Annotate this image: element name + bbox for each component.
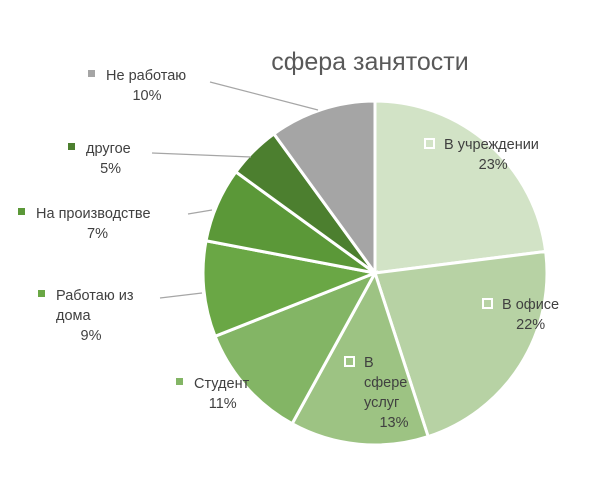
data-label-value: 7% [87, 226, 108, 242]
legend-marker-5 [38, 290, 45, 297]
chart-title: сфера занятости [271, 48, 468, 76]
leader-line-5 [159, 292, 203, 299]
data-label-8: Не работаю 10% [88, 68, 186, 104]
data-label-text: услуг [364, 395, 399, 411]
data-label-value: 10% [132, 88, 161, 104]
data-label-value: 5% [100, 161, 121, 177]
data-label-text: сфере [364, 375, 407, 391]
pie-slice-2 [373, 249, 549, 439]
data-label-value: 11% [209, 396, 237, 412]
leader-line-7 [151, 152, 252, 158]
data-label-text: Не работаю [106, 68, 186, 84]
pie-slice-8 [271, 99, 377, 278]
data-label-4: Студент 11% [176, 376, 250, 412]
data-label-7: другое 5% [68, 141, 131, 177]
data-label-value: 22% [516, 317, 545, 333]
pie-slice-5 [201, 239, 381, 339]
legend-marker-4 [176, 378, 183, 385]
data-label-value: 9% [81, 328, 102, 344]
data-label-text: Студент [194, 376, 250, 392]
data-label-value: 23% [479, 157, 508, 173]
data-label-text: другое [86, 141, 131, 157]
pie-slices [201, 99, 549, 447]
pie-slice-1 [373, 99, 548, 275]
pie-slice-3 [290, 269, 431, 447]
pie-slice-4 [213, 270, 379, 426]
legend-marker-3 [344, 356, 355, 367]
leader-line-8 [209, 81, 319, 111]
data-label-value: 13% [379, 415, 408, 431]
data-label-text: Работаю из [56, 288, 134, 304]
data-label-1: В учреждении 23% [424, 137, 539, 173]
data-label-6: На производстве 7% [18, 206, 151, 242]
data-label-text: В [364, 355, 374, 371]
legend-marker-8 [88, 70, 95, 77]
leader-lines [151, 81, 319, 299]
data-label-2: В офисе 22% [482, 297, 559, 333]
data-label-text: В учреждении [444, 137, 539, 153]
data-label-5: Работаю из дома 9% [38, 288, 134, 344]
data-label-text: дома [56, 308, 91, 324]
legend-marker-6 [18, 208, 25, 215]
data-label-text: На производстве [36, 206, 151, 222]
legend-marker-7 [68, 143, 75, 150]
legend-marker-2 [482, 298, 493, 309]
leader-line-6 [187, 209, 213, 215]
legend-marker-1 [424, 138, 435, 149]
data-label-text: В офисе [502, 297, 559, 313]
